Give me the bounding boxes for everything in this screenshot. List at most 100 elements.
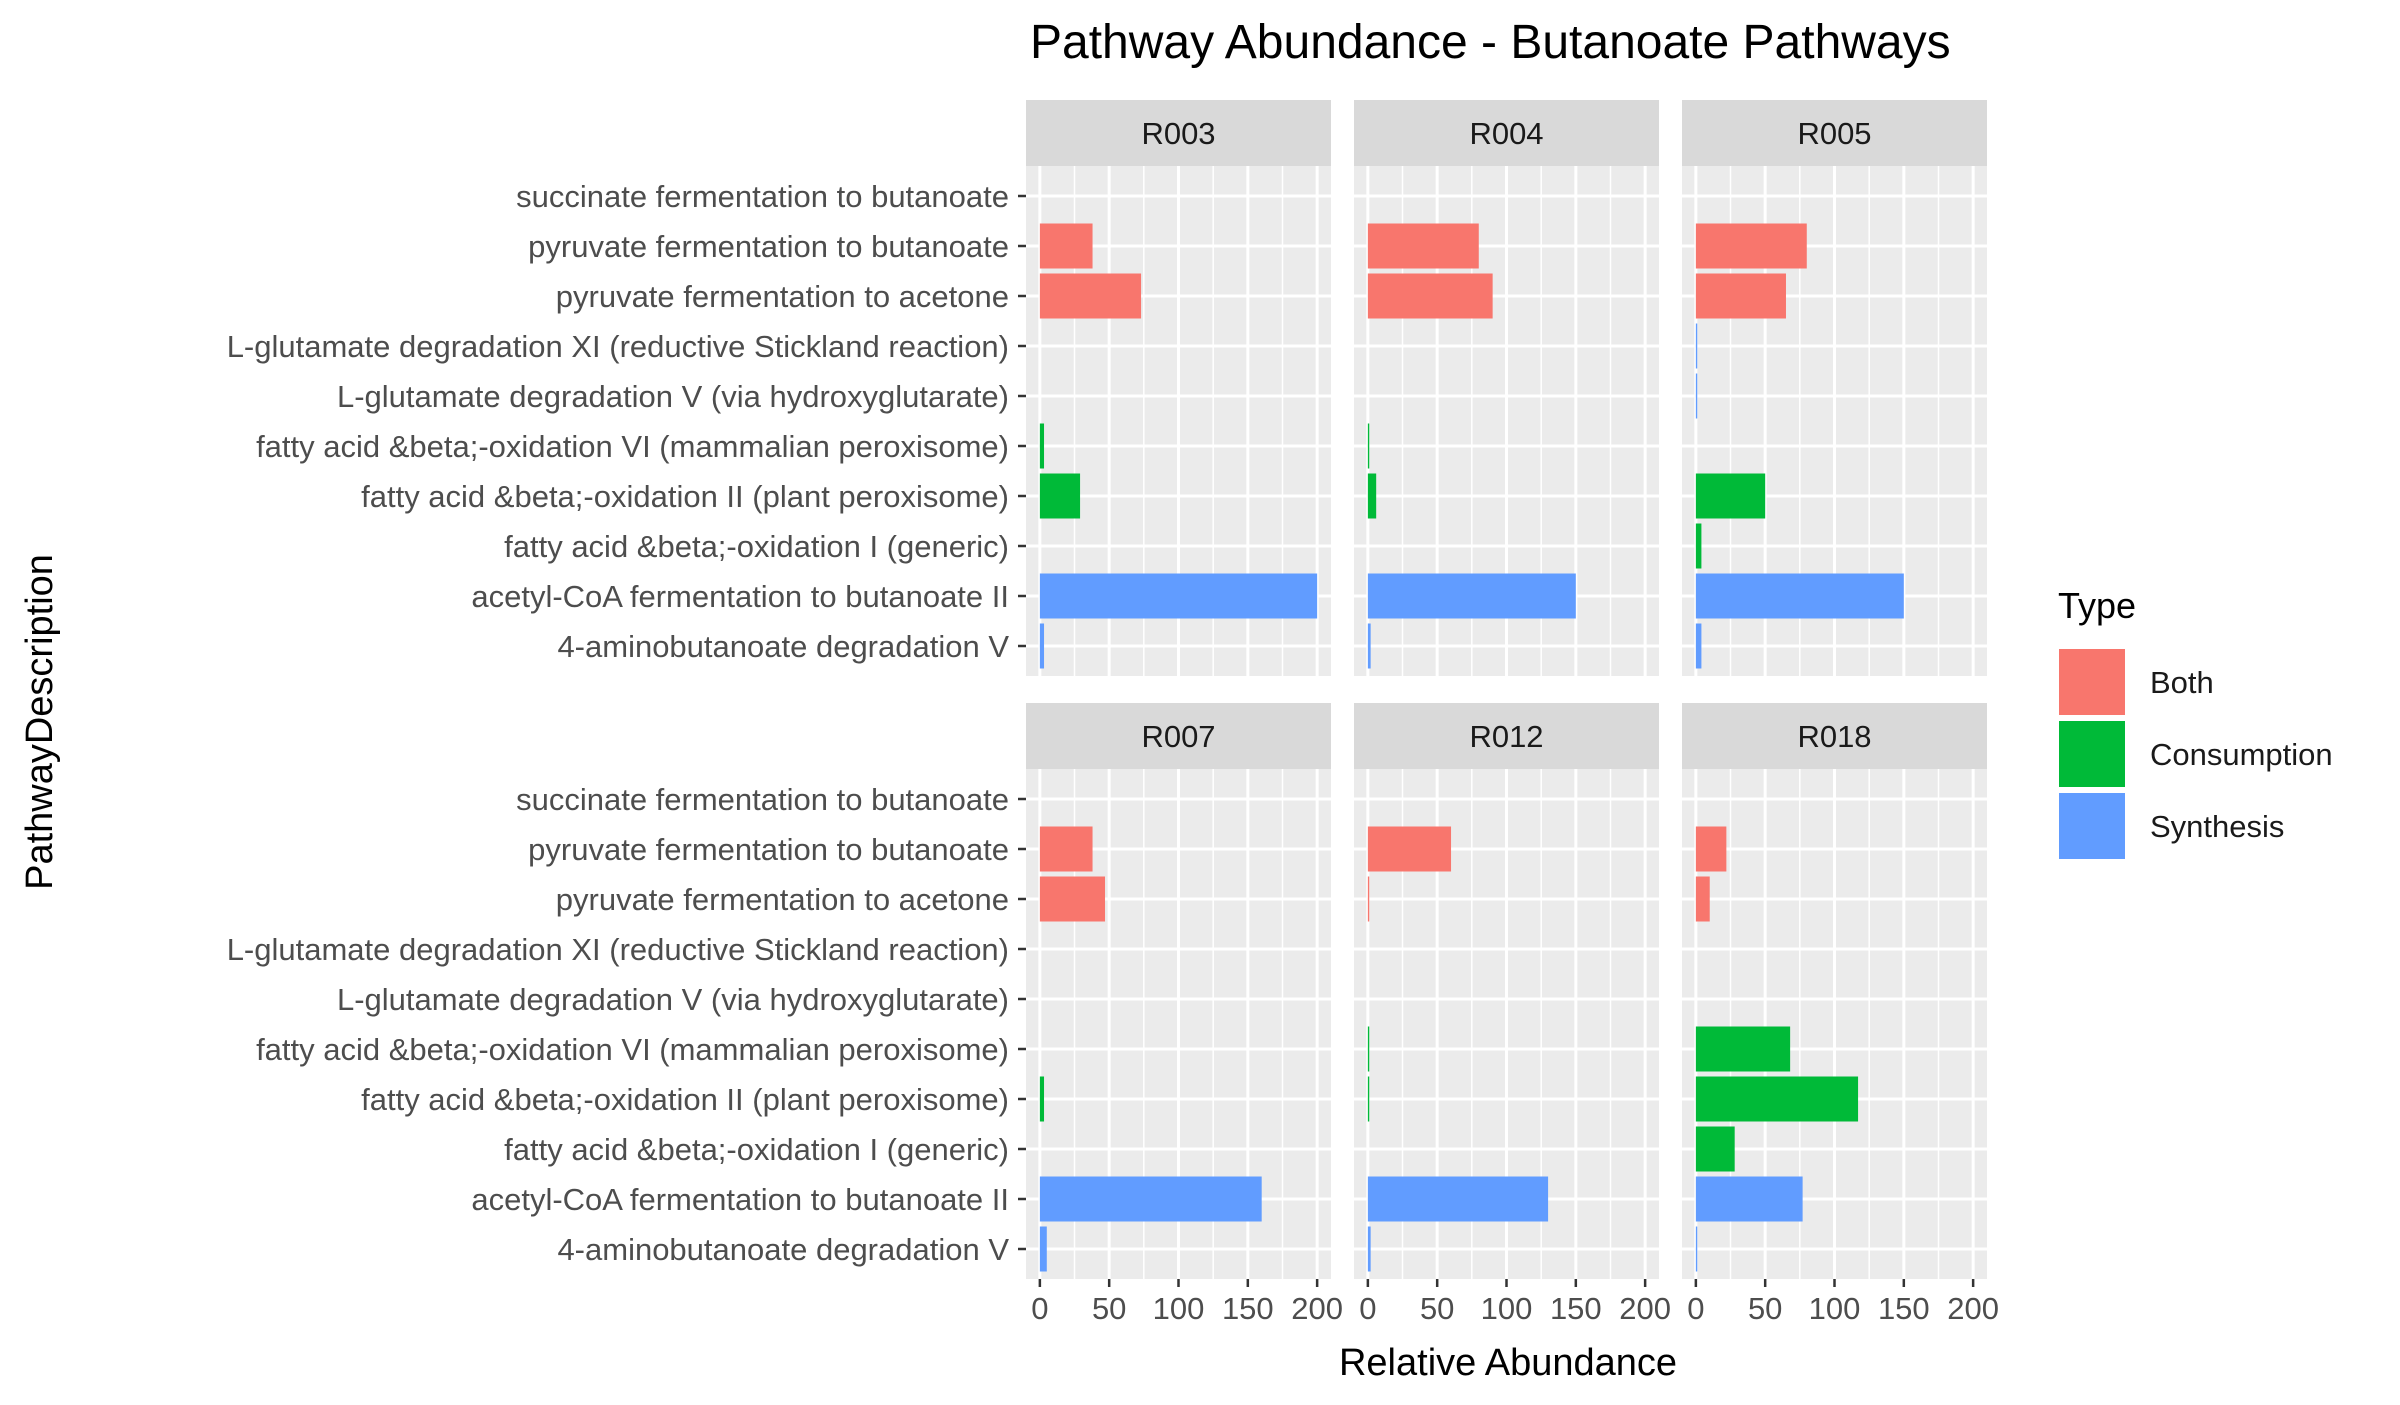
- x-tick-label: 0: [1359, 1291, 1376, 1326]
- y-tick-label: succinate fermentation to butanoate: [516, 179, 1009, 214]
- bar: [1367, 826, 1452, 872]
- bar: [1039, 876, 1106, 922]
- bar: [1039, 273, 1142, 319]
- bar: [1039, 623, 1045, 669]
- bar: [1695, 323, 1698, 369]
- bar: [1695, 473, 1766, 519]
- facet-strip: [1026, 703, 1331, 769]
- bar: [1039, 473, 1081, 519]
- facet-strip: [1354, 100, 1659, 166]
- bar: [1695, 1076, 1859, 1122]
- x-tick-label: 150: [1878, 1291, 1930, 1326]
- bar: [1039, 423, 1045, 469]
- panel-R007: R007 succinate fermentation to butanoate p…: [227, 703, 1343, 1326]
- bar: [1367, 1026, 1370, 1072]
- facet-strip: [1682, 100, 1987, 166]
- legend-swatch: [2057, 647, 2127, 717]
- facet-strip-label: R018: [1797, 719, 1871, 754]
- chart-title: Pathway Abundance - Butanoate Pathways: [1030, 16, 1951, 69]
- y-tick-label: succinate fermentation to butanoate: [516, 782, 1009, 817]
- bar: [1695, 523, 1702, 569]
- y-tick-label: fatty acid &beta;-oxidation VI (mammalia…: [256, 429, 1009, 464]
- bar: [1695, 273, 1786, 319]
- y-tick-label: pyruvate fermentation to acetone: [556, 882, 1009, 917]
- x-tick-label: 50: [1092, 1291, 1126, 1326]
- x-tick-label: 100: [1153, 1291, 1205, 1326]
- y-tick-label: pyruvate fermentation to butanoate: [528, 832, 1009, 867]
- bar: [1367, 223, 1479, 269]
- bar: [1039, 1226, 1047, 1272]
- y-tick-label: fatty acid &beta;-oxidation I (generic): [504, 529, 1009, 564]
- y-tick-label: L-glutamate degradation XI (reductive St…: [227, 932, 1009, 967]
- legend-title: Type: [2058, 585, 2136, 626]
- bar: [1695, 623, 1702, 669]
- bar: [1039, 223, 1093, 269]
- bar: [1695, 826, 1727, 872]
- x-axis-title: Relative Abundance: [1339, 1342, 1677, 1384]
- bar: [1367, 1076, 1370, 1122]
- facet-strip: [1026, 100, 1331, 166]
- y-tick-label: L-glutamate degradation V (via hydroxygl…: [337, 379, 1009, 414]
- panel-R003: R003 succinate fermentation to butanoate p…: [227, 100, 1331, 676]
- facet-strip-label: R005: [1797, 116, 1871, 151]
- x-tick-label: 100: [1809, 1291, 1861, 1326]
- facet-strip: [1354, 703, 1659, 769]
- facet-strip-label: R004: [1469, 116, 1543, 151]
- panel-R004: R004: [1354, 100, 1659, 676]
- bar: [1695, 223, 1807, 269]
- legend-label: Consumption: [2150, 737, 2333, 772]
- bar: [1367, 876, 1370, 922]
- bar: [1367, 273, 1493, 319]
- bar: [1367, 573, 1576, 619]
- legend: Type Both Consumption Synthesis: [2057, 585, 2333, 861]
- facet-strip-label: R007: [1141, 719, 1215, 754]
- y-tick-label: fatty acid &beta;-oxidation II (plant pe…: [361, 479, 1009, 514]
- y-tick-label: fatty acid &beta;-oxidation VI (mammalia…: [256, 1032, 1009, 1067]
- y-tick-label: 4-aminobutanoate degradation V: [557, 629, 1009, 664]
- panel-R005: R005: [1682, 100, 1987, 676]
- y-tick-label: L-glutamate degradation XI (reductive St…: [227, 329, 1009, 364]
- x-tick-label: 200: [1291, 1291, 1343, 1326]
- x-tick-label: 200: [1947, 1291, 1999, 1326]
- y-tick-label: fatty acid &beta;-oxidation II (plant pe…: [361, 1082, 1009, 1117]
- bar: [1695, 1226, 1698, 1272]
- y-tick-label: acetyl-CoA fermentation to butanoate II: [471, 1182, 1009, 1217]
- facet-strip-label: R003: [1141, 116, 1215, 151]
- facet-strip: [1682, 703, 1987, 769]
- panel-R012: R012 0 50 100 150 200: [1354, 703, 1671, 1326]
- bar: [1695, 373, 1698, 419]
- facet-strip-label: R012: [1469, 719, 1543, 754]
- x-tick-label: 200: [1619, 1291, 1671, 1326]
- y-tick-label: acetyl-CoA fermentation to butanoate II: [471, 579, 1009, 614]
- bar: [1367, 1176, 1549, 1222]
- bar: [1367, 473, 1377, 519]
- bar: [1039, 573, 1318, 619]
- legend-label: Synthesis: [2150, 809, 2284, 844]
- x-tick-label: 50: [1420, 1291, 1454, 1326]
- y-tick-label: pyruvate fermentation to butanoate: [528, 229, 1009, 264]
- x-tick-label: 150: [1222, 1291, 1274, 1326]
- bar: [1695, 876, 1710, 922]
- bar: [1695, 1126, 1735, 1172]
- y-tick-label: fatty acid &beta;-oxidation I (generic): [504, 1132, 1009, 1167]
- bar: [1367, 423, 1370, 469]
- y-tick-label: L-glutamate degradation V (via hydroxygl…: [337, 982, 1009, 1017]
- y-tick-label: 4-aminobutanoate degradation V: [557, 1232, 1009, 1267]
- facet-panels: R003 succinate fermentation to butanoate p…: [227, 100, 1999, 1326]
- y-axis-title: PathwayDescription: [19, 554, 61, 890]
- legend-swatch: [2057, 791, 2127, 861]
- legend-label: Both: [2150, 665, 2214, 700]
- x-tick-label: 100: [1481, 1291, 1533, 1326]
- bar: [1039, 1076, 1045, 1122]
- x-tick-label: 150: [1550, 1291, 1602, 1326]
- y-tick-label: pyruvate fermentation to acetone: [556, 279, 1009, 314]
- bar: [1695, 573, 1904, 619]
- bar: [1039, 1176, 1262, 1222]
- x-tick-label: 0: [1687, 1291, 1704, 1326]
- bar: [1039, 826, 1093, 872]
- bar: [1695, 1026, 1791, 1072]
- legend-swatch: [2057, 719, 2127, 789]
- x-tick-label: 50: [1748, 1291, 1782, 1326]
